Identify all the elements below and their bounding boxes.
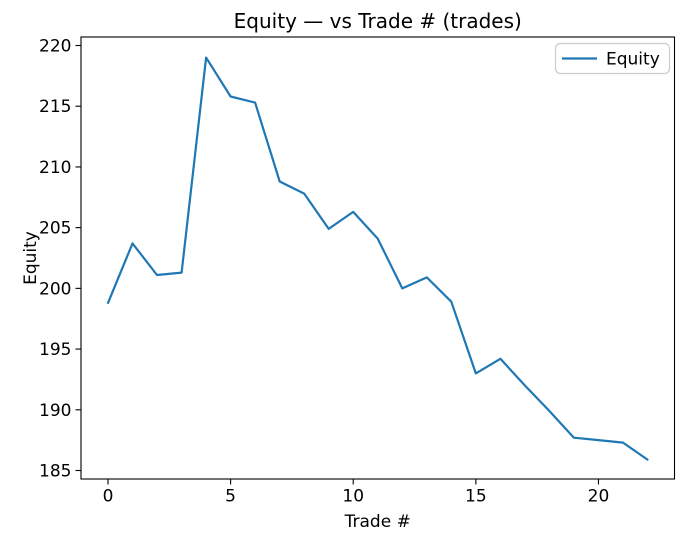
chart-title: Equity — vs Trade # (trades) — [234, 9, 522, 33]
x-tick-label-10: 10 — [342, 487, 364, 507]
x-tick-label-15: 15 — [465, 487, 487, 507]
y-tick-label-220: 220 — [39, 37, 71, 57]
y-tick-label-210: 210 — [39, 158, 71, 178]
y-tick-label-195: 195 — [39, 340, 71, 360]
legend-box — [554, 42, 671, 75]
legend: Equity — [554, 42, 671, 75]
x-axis-label: Trade # — [344, 512, 411, 532]
y-tick-label-185: 185 — [39, 462, 71, 482]
x-tick-label-5: 5 — [225, 487, 236, 507]
x-tick-label-0: 0 — [103, 487, 114, 507]
x-tick-label-20: 20 — [588, 487, 610, 507]
equity-line-series — [106, 56, 649, 461]
y-axis-label: Equity — [21, 231, 41, 285]
y-tick-label-200: 200 — [39, 279, 71, 299]
x-axis-ticks: 0 5 10 15 20 — [103, 479, 610, 507]
legend-label: Equity — [606, 50, 660, 70]
y-tick-label-215: 215 — [39, 97, 71, 117]
plot-area-border — [80, 36, 676, 480]
y-tick-label-205: 205 — [39, 219, 71, 239]
y-axis-ticks: 185 190 195 200 205 210 215 220 — [39, 37, 81, 482]
y-tick-label-190: 190 — [39, 401, 71, 421]
